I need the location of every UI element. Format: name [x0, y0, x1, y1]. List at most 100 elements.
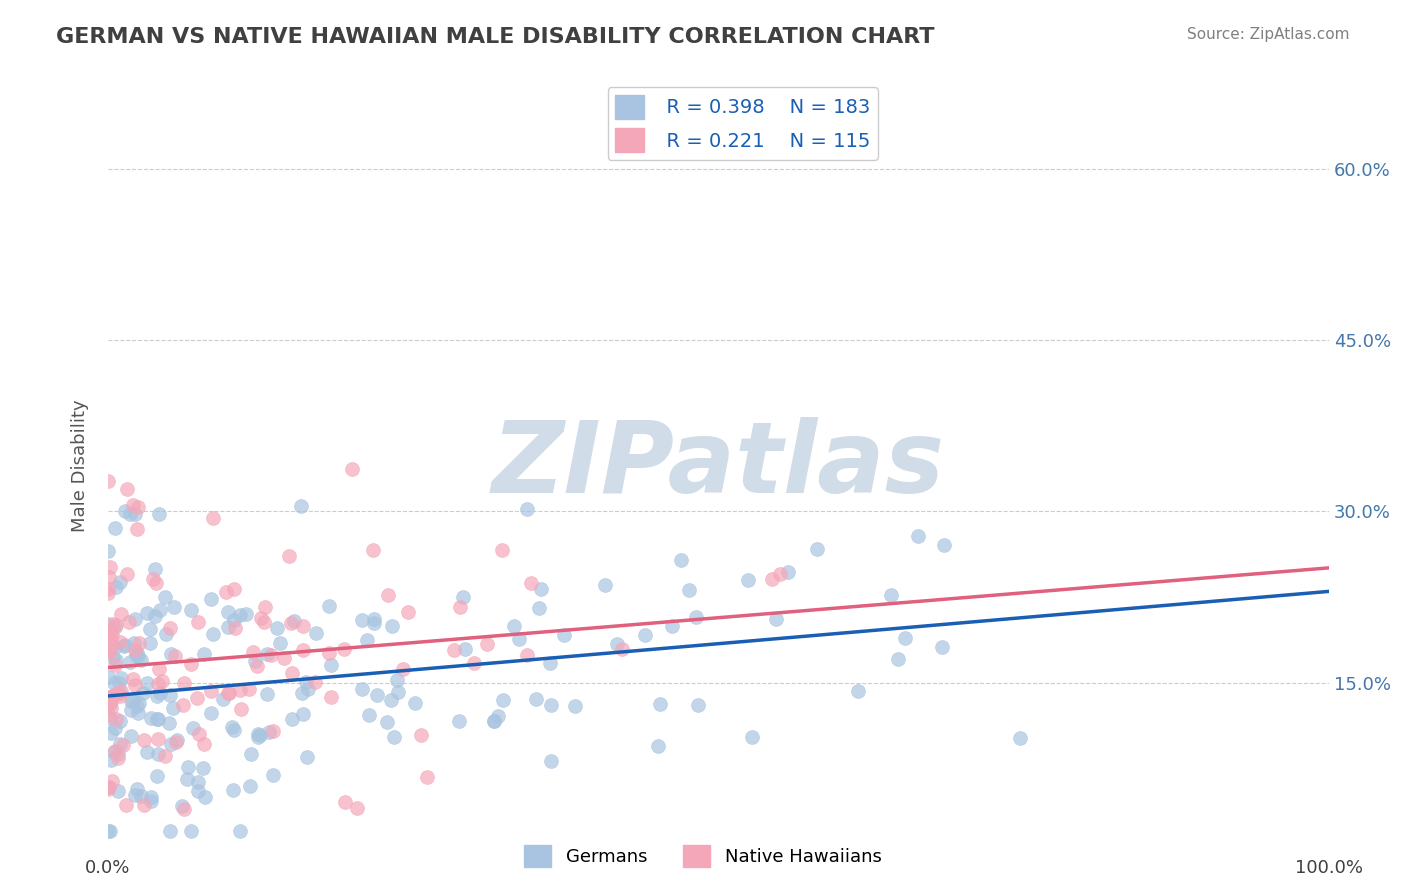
- Native Hawaiians: [340, 462, 363, 476]
- Native Hawaiians: [104, 744, 127, 758]
- Native Hawaiians: [449, 599, 471, 614]
- Germans: [103, 745, 125, 759]
- Germans: [269, 635, 291, 649]
- Germans: [145, 712, 167, 726]
- Germans: [486, 709, 509, 723]
- Native Hawaiians: [218, 685, 240, 699]
- Native Hawaiians: [132, 797, 155, 812]
- Germans: [110, 737, 132, 751]
- Native Hawaiians: [200, 683, 222, 698]
- Germans: [104, 520, 127, 534]
- Native Hawaiians: [97, 626, 120, 640]
- Germans: [97, 690, 120, 705]
- Germans: [451, 591, 474, 605]
- Germans: [124, 508, 146, 522]
- Native Hawaiians: [97, 632, 120, 646]
- Germans: [98, 824, 121, 838]
- Native Hawaiians: [229, 683, 252, 698]
- Native Hawaiians: [97, 586, 120, 600]
- Germans: [356, 633, 378, 648]
- Native Hawaiians: [97, 781, 120, 796]
- Legend: Germans, Native Hawaiians: Germans, Native Hawaiians: [517, 838, 889, 874]
- Germans: [650, 698, 672, 712]
- Germans: [145, 608, 167, 623]
- Germans: [139, 636, 162, 650]
- Germans: [492, 693, 515, 707]
- Native Hawaiians: [463, 657, 485, 671]
- Native Hawaiians: [443, 643, 465, 657]
- Native Hawaiians: [392, 662, 415, 676]
- Native Hawaiians: [111, 738, 134, 752]
- Native Hawaiians: [148, 661, 170, 675]
- Native Hawaiians: [98, 693, 121, 707]
- Germans: [110, 686, 132, 700]
- Germans: [118, 655, 141, 669]
- Native Hawaiians: [104, 658, 127, 673]
- Native Hawaiians: [124, 678, 146, 692]
- Native Hawaiians: [215, 585, 238, 599]
- Text: GERMAN VS NATIVE HAWAIIAN MALE DISABILITY CORRELATION CHART: GERMAN VS NATIVE HAWAIIAN MALE DISABILIT…: [56, 27, 935, 46]
- Germans: [540, 755, 562, 769]
- Germans: [97, 544, 120, 558]
- Germans: [100, 726, 122, 740]
- Germans: [256, 648, 278, 662]
- Native Hawaiians: [346, 801, 368, 815]
- Germans: [540, 698, 562, 712]
- Germans: [295, 674, 318, 689]
- Native Hawaiians: [121, 673, 143, 687]
- Germans: [454, 642, 477, 657]
- Germans: [125, 646, 148, 660]
- Germans: [122, 694, 145, 708]
- Native Hawaiians: [122, 498, 145, 512]
- Germans: [124, 636, 146, 650]
- Native Hawaiians: [118, 615, 141, 629]
- Native Hawaiians: [97, 582, 120, 596]
- Germans: [141, 711, 163, 725]
- Germans: [350, 614, 373, 628]
- Germans: [387, 684, 409, 698]
- Native Hawaiians: [97, 708, 120, 723]
- Germans: [211, 692, 233, 706]
- Germans: [529, 601, 551, 615]
- Germans: [647, 739, 669, 753]
- Native Hawaiians: [187, 727, 209, 741]
- Germans: [103, 676, 125, 690]
- Native Hawaiians: [187, 615, 209, 629]
- Native Hawaiians: [491, 542, 513, 557]
- Native Hawaiians: [101, 627, 124, 641]
- Native Hawaiians: [150, 673, 173, 688]
- Y-axis label: Male Disability: Male Disability: [72, 400, 89, 533]
- Native Hawaiians: [101, 617, 124, 632]
- Germans: [127, 648, 149, 663]
- Germans: [136, 745, 159, 759]
- Germans: [363, 615, 385, 630]
- Germans: [104, 640, 127, 655]
- Germans: [108, 714, 131, 728]
- Germans: [176, 772, 198, 786]
- Germans: [128, 696, 150, 710]
- Native Hawaiians: [153, 748, 176, 763]
- Native Hawaiians: [281, 665, 304, 680]
- Germans: [283, 614, 305, 628]
- Germans: [146, 712, 169, 726]
- Native Hawaiians: [97, 637, 120, 651]
- Native Hawaiians: [127, 500, 149, 515]
- Native Hawaiians: [291, 643, 314, 657]
- Germans: [97, 616, 120, 631]
- Germans: [200, 591, 222, 606]
- Native Hawaiians: [117, 482, 139, 496]
- Native Hawaiians: [280, 615, 302, 630]
- Germans: [181, 721, 204, 735]
- Germans: [104, 653, 127, 667]
- Native Hawaiians: [222, 582, 245, 597]
- Native Hawaiians: [761, 572, 783, 586]
- Germans: [120, 729, 142, 743]
- Native Hawaiians: [98, 643, 121, 657]
- Germans: [157, 715, 180, 730]
- Native Hawaiians: [262, 723, 284, 738]
- Germans: [931, 640, 953, 654]
- Germans: [247, 727, 270, 741]
- Germans: [107, 747, 129, 761]
- Germans: [139, 622, 162, 636]
- Legend:   R = 0.398    N = 183,   R = 0.221    N = 115: R = 0.398 N = 183, R = 0.221 N = 115: [607, 87, 879, 160]
